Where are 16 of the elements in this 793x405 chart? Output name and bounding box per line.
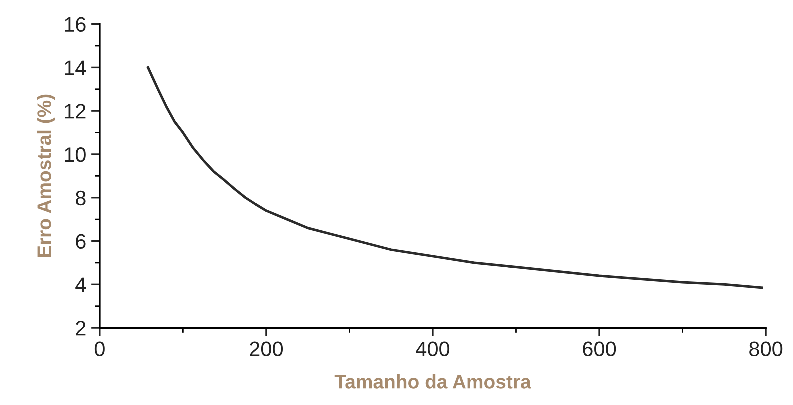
- x-tick-label: 600: [583, 342, 616, 357]
- x-tick-label: 0: [94, 342, 105, 357]
- y-tick-label: 4: [76, 278, 86, 292]
- y-tick-label: 16: [65, 17, 86, 32]
- y-tick-label: 2: [76, 321, 86, 336]
- x-tick-label: 400: [416, 342, 450, 357]
- y-tick-label: 6: [76, 234, 86, 250]
- line-series: [146, 66, 764, 290]
- x-axis-title: Tamanho da Amostra: [334, 374, 532, 389]
- y-axis-title: Erro Amostral (%): [37, 94, 56, 258]
- y-tick-label: 8: [76, 190, 86, 206]
- y-tick-label: 10: [65, 147, 86, 162]
- y-tick-label: 12: [65, 104, 86, 119]
- x-tick-label: 800: [750, 342, 783, 357]
- x-tick-label: 200: [250, 342, 284, 357]
- y-tick-label: 14: [65, 60, 86, 76]
